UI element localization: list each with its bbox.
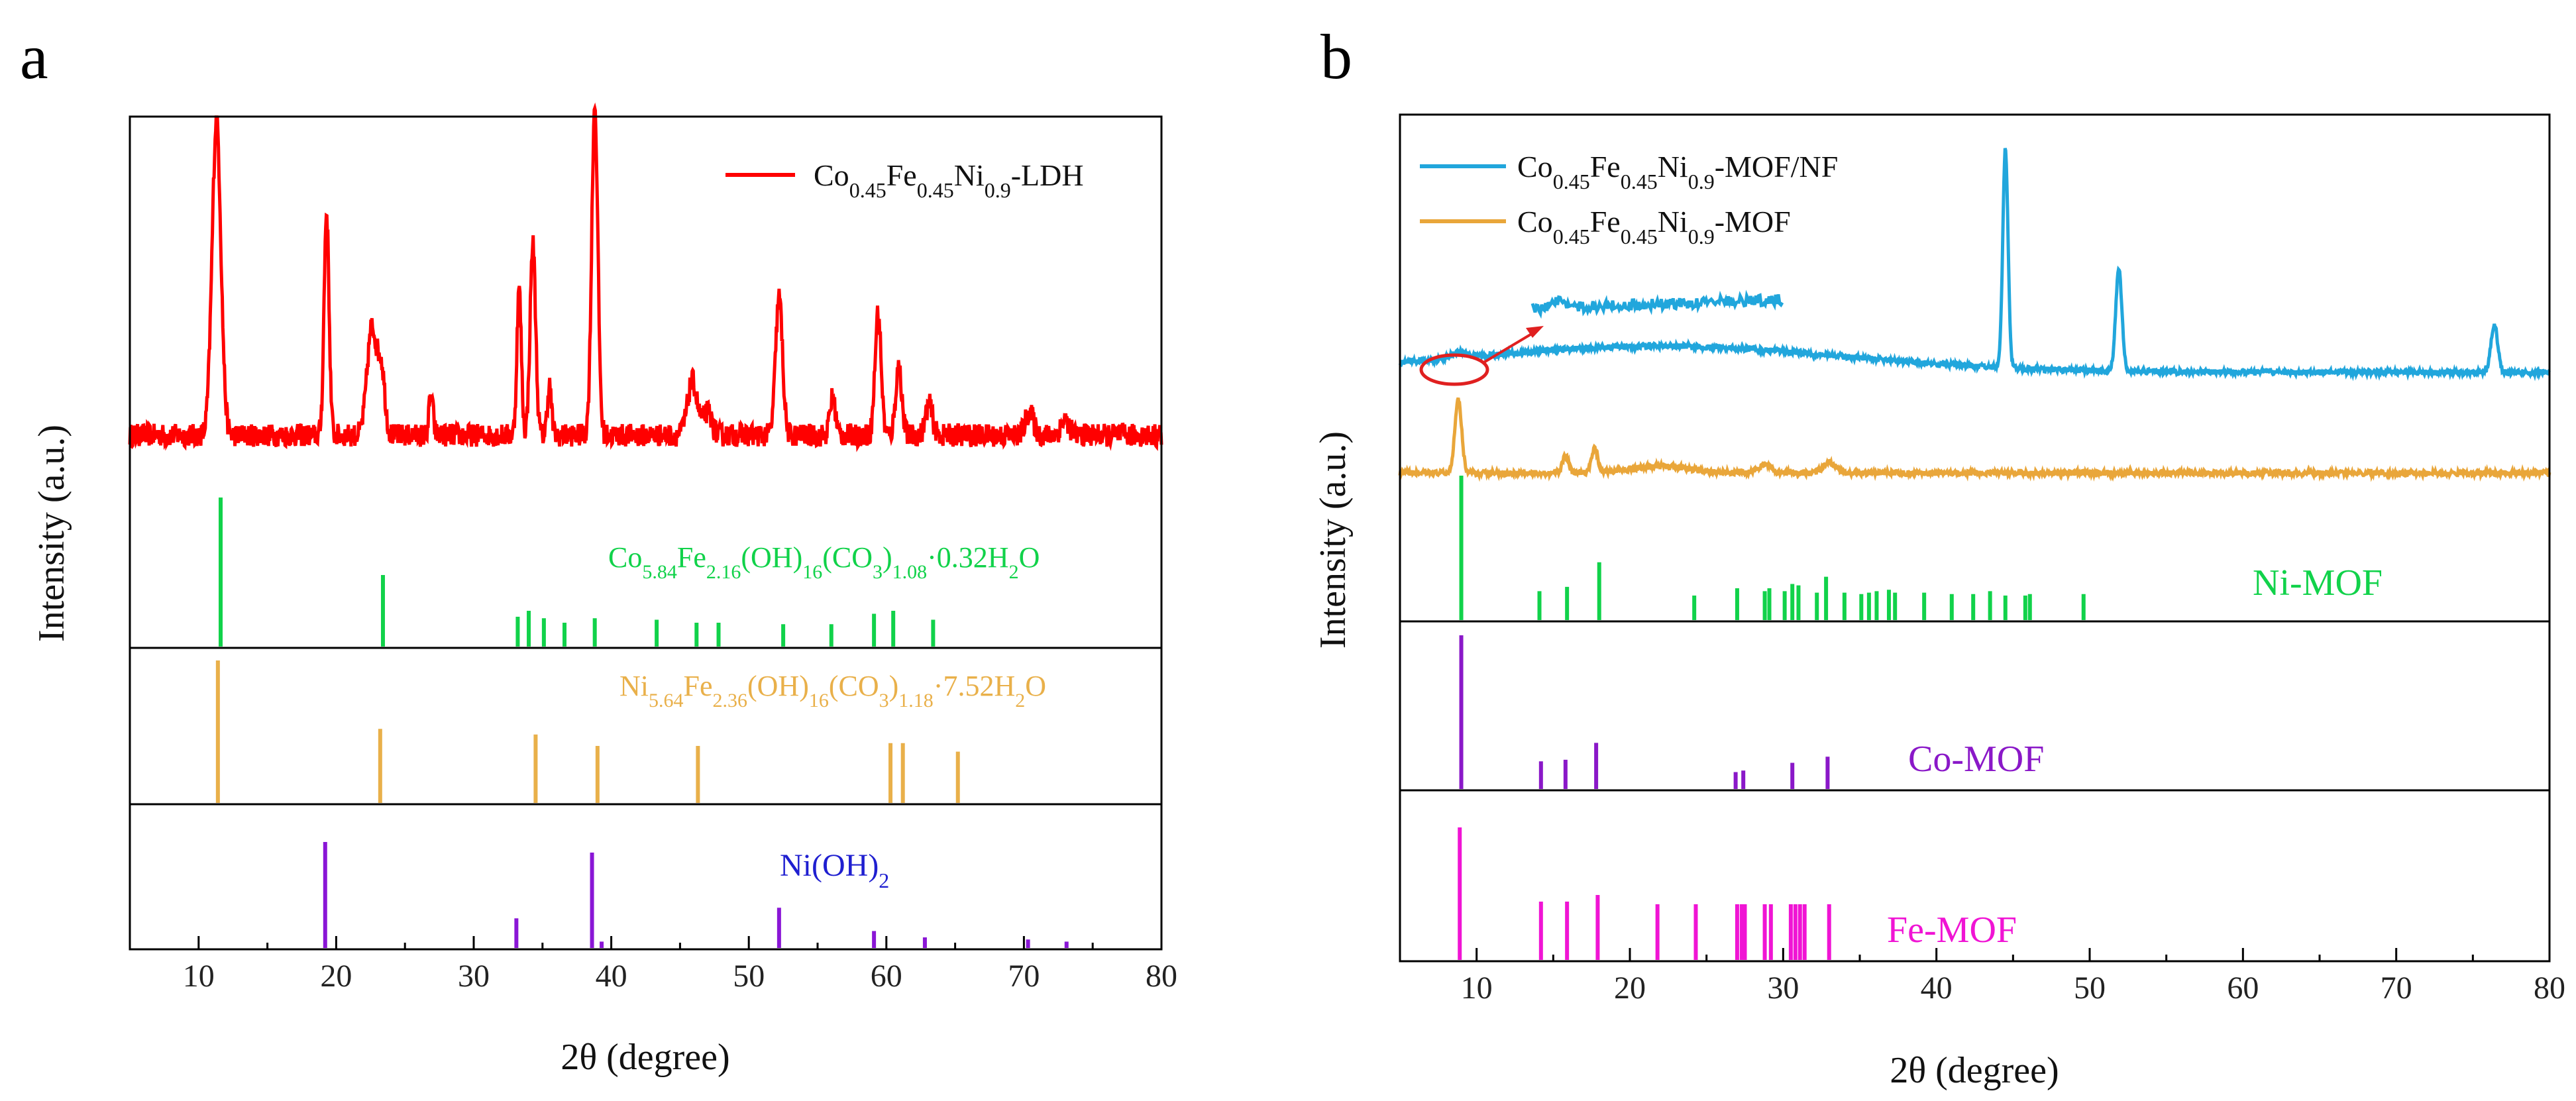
x-tick-label: 40 (596, 959, 627, 994)
zoom-inset-annotation (1419, 289, 1784, 386)
co-ldh-reference-group (219, 498, 936, 647)
x-tick-label: 30 (1767, 970, 1799, 1006)
nioh2-reference-group (323, 842, 1069, 948)
panel-a-letter: a (20, 21, 48, 92)
mof-nf-trace (1398, 148, 2551, 382)
x-tick-label: 30 (458, 959, 490, 994)
panel-a-x-label: 2θ (degree) (561, 1037, 729, 1078)
fe-mof-reference-group (1458, 827, 1831, 960)
zoom-inset-trace (1530, 289, 1784, 319)
x-tick-label: 70 (2381, 970, 2412, 1006)
x-tick-label: 10 (183, 959, 215, 994)
panel-a-y-label: Intensity (a.u.) (31, 425, 72, 642)
co-mof-reference-group (1459, 635, 1830, 789)
panel-b-frame (1399, 113, 2551, 963)
panel-a: a 10 20 30 40 50 60 70 80 Co0.45Fe0.45Ni0.9-LDH… (20, 21, 1177, 1078)
co-ldh-phase-label: Co5.84Fe2.16(OH)16(CO3)1.08·0.32H2O (608, 541, 1040, 583)
x-tick-label: 10 (1461, 970, 1493, 1006)
panel-b-letter: b (1320, 21, 1352, 92)
zoom-arrow-shaft (1481, 331, 1535, 364)
ni-mof-phase-label: Ni-MOF (2253, 562, 2383, 603)
zoom-arrow-head (1526, 326, 1544, 338)
x-tick-label: 80 (2534, 970, 2565, 1006)
nioh2-phase-label: Ni(OH)2 (780, 848, 889, 892)
legend-label-mof-nf: Co0.45Fe0.45Ni0.9-MOF/NF (1517, 150, 1838, 193)
x-tick-label: 50 (733, 959, 765, 994)
panel-a-x-axis: 10 20 30 40 50 60 70 80 (129, 936, 1177, 994)
x-tick-label: 20 (320, 959, 352, 994)
panel-a-frame (129, 115, 1163, 951)
mof-nf-pattern-group (1398, 148, 2551, 382)
panel-b-x-label: 2θ (degree) (1890, 1050, 2059, 1091)
x-tick-label: 60 (871, 959, 902, 994)
legend-label-mof: Co0.45Fe0.45Ni0.9-MOF (1517, 205, 1791, 248)
x-tick-label: 70 (1008, 959, 1040, 994)
x-tick-label: 40 (1921, 970, 1953, 1006)
ldh-pattern-group (128, 102, 1163, 452)
ni-ldh-phase-label: Ni5.64Fe2.36(OH)16(CO3)1.18·7.52H2O (619, 670, 1046, 711)
fe-mof-phase-label: Fe-MOF (1887, 910, 2017, 951)
panel-b-legend: Co0.45Fe0.45Ni0.9-MOF/NF Co0.45Fe0.45Ni0… (1420, 150, 1838, 248)
x-tick-label: 20 (1614, 970, 1646, 1006)
mof-trace (1398, 397, 2551, 482)
co-mof-phase-label: Co-MOF (1908, 739, 2044, 780)
x-tick-label: 50 (2074, 970, 2106, 1006)
ni-mof-reference-group (1459, 476, 2086, 620)
x-tick-label: 80 (1146, 959, 1177, 994)
ni-ldh-reference-group (215, 660, 960, 803)
panel-b: b 10 20 30 40 50 60 70 80 Co0.45Fe0.45Ni0.9-MOF… (1313, 21, 2565, 1091)
mof-pattern-group (1398, 397, 2551, 482)
panel-b-x-axis: 10 20 30 40 50 60 70 80 (1399, 948, 2565, 1006)
ldh-trace (128, 102, 1163, 452)
panel-b-y-label: Intensity (a.u.) (1313, 431, 1354, 649)
x-tick-label: 60 (2227, 970, 2259, 1006)
zoom-ellipse (1419, 353, 1489, 386)
panel-a-legend: Co0.45Fe0.45Ni0.9-LDH (725, 158, 1084, 202)
legend-label-ldh: Co0.45Fe0.45Ni0.9-LDH (814, 158, 1084, 202)
